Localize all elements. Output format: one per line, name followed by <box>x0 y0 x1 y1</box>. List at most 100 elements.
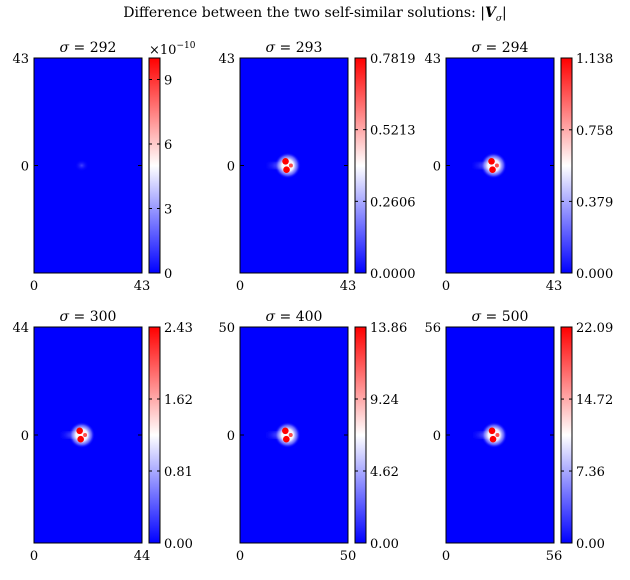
colorbar-tick-label: 0 <box>164 267 172 282</box>
colorbar-tick-label: 9 <box>164 74 172 89</box>
feature-lobe-right <box>495 433 500 437</box>
panel-title: σ = 300 <box>60 309 117 325</box>
feature-lobe-lower <box>283 166 290 173</box>
x-tick-label: 0 <box>236 549 244 564</box>
feature-lobe-upper <box>282 158 289 165</box>
feature-lobe-upper <box>488 158 495 165</box>
y-tick-label: 0 <box>21 429 29 444</box>
colorbar-tick-label: 0.00 <box>370 537 399 552</box>
colorbar-tick-label: 0.379 <box>576 195 613 210</box>
x-tick-label: 43 <box>340 279 357 294</box>
colorbar-tick-label: 7.36 <box>576 465 605 480</box>
panel-300: σ = 300 0 44 44 0 0.00 0.81 1.62 2.43 <box>12 309 193 564</box>
feature-halo <box>274 422 301 448</box>
x-tick-label: 43 <box>546 279 563 294</box>
feature-tail <box>263 162 284 169</box>
heatmap-feature <box>263 152 301 179</box>
x-tick-label: 0 <box>442 279 450 294</box>
x-tick-label: 43 <box>134 279 151 294</box>
y-tick-label: 0 <box>21 160 29 175</box>
y-tick-label: 0 <box>433 160 441 175</box>
feature-lobe-right <box>83 433 88 437</box>
feature-lobe-lower <box>489 435 497 443</box>
colorbar-tick-label: 0.0000 <box>370 267 416 282</box>
x-tick-label: 56 <box>546 549 563 564</box>
feature-tail <box>470 432 491 438</box>
y-tick-label: 50 <box>218 321 235 336</box>
panel-title: σ = 292 <box>60 40 117 56</box>
heatmap-feature <box>470 422 508 448</box>
panel-294: σ = 294 0 43 43 0 0.000 0.379 0.758 1.138 <box>424 40 613 294</box>
feature-lobe-upper <box>282 427 289 435</box>
panel-title: σ = 294 <box>472 40 529 56</box>
heatmap-feature <box>469 152 507 179</box>
feature-halo <box>480 152 507 179</box>
colorbar-tick-label: 9.24 <box>370 393 399 408</box>
panels-layer: σ = 292 0 43 43 0 0 3 6 9 ×10−10 σ = 293 0 43 43 0 0.00… <box>12 40 613 564</box>
colorbar-tick-label: 0.00 <box>164 537 193 552</box>
colorbar-tick-label: 6 <box>164 138 172 153</box>
feature-lobe-upper <box>76 427 83 435</box>
feature-tail <box>263 432 284 438</box>
panel-500: σ = 500 0 56 56 0 0.00 7.36 14.72 22.09 <box>424 309 613 564</box>
y-tick-label: 0 <box>227 160 235 175</box>
y-tick-label: 43 <box>12 52 29 67</box>
panel-293: σ = 293 0 43 43 0 0.0000 0.2606 0.5213 0.7819 <box>218 40 415 294</box>
colorbar-tick-label: 0.5213 <box>370 124 416 139</box>
colorbar-tick-label: 0.000 <box>576 267 613 282</box>
feature-tail <box>469 162 490 169</box>
colorbar <box>148 326 161 544</box>
feature-tail <box>57 432 78 438</box>
x-tick-label: 44 <box>134 549 151 564</box>
y-tick-label: 0 <box>433 429 441 444</box>
colorbar-tick-label: 22.09 <box>576 321 613 336</box>
colorbar-tick-label: 0.758 <box>576 124 613 139</box>
colorbar-tick-label: 0.00 <box>576 537 605 552</box>
y-tick-label: 43 <box>218 52 235 67</box>
figure-title: Difference between the two self-similar … <box>0 5 630 24</box>
feature-lobe-right <box>494 163 499 168</box>
colorbar-exponent: ×10−10 <box>149 41 196 58</box>
colorbar-tick-label: 0.7819 <box>370 52 416 67</box>
colorbar-tick-label: 13.86 <box>370 321 407 336</box>
colorbar-tick-label: 2.43 <box>164 321 193 336</box>
x-tick-label: 0 <box>30 549 38 564</box>
colorbar-tick-label: 1.138 <box>576 52 613 67</box>
panel-title: σ = 293 <box>266 40 323 56</box>
y-tick-label: 56 <box>424 321 441 336</box>
colorbar-tick-label: 4.62 <box>370 465 399 480</box>
colorbar-tick-label: 1.62 <box>164 393 193 408</box>
feature-halo <box>68 422 95 448</box>
colorbar <box>354 57 367 274</box>
feature-lobe-lower <box>489 166 496 173</box>
x-tick-label: 0 <box>442 549 450 564</box>
colorbar <box>560 326 573 544</box>
feature-halo <box>74 159 89 172</box>
heatmap-feature <box>263 422 301 448</box>
x-tick-label: 50 <box>340 549 357 564</box>
panel-292: σ = 292 0 43 43 0 0 3 6 9 ×10−10 <box>12 40 195 294</box>
y-tick-label: 44 <box>12 321 29 336</box>
colorbar-tick-label: 0.81 <box>164 465 193 480</box>
x-tick-label: 0 <box>30 279 38 294</box>
colorbar-tick-label: 14.72 <box>576 393 613 408</box>
x-tick-label: 0 <box>236 279 244 294</box>
colorbar <box>560 57 573 274</box>
feature-lobe-lower <box>77 435 84 443</box>
colorbar-tick-label: 0.2606 <box>370 195 416 210</box>
colorbar <box>354 326 367 544</box>
heatmap-feature <box>74 159 89 172</box>
feature-halo <box>274 152 301 179</box>
feature-lobe-right <box>288 163 293 168</box>
colorbar-tick-label: 3 <box>164 203 172 218</box>
figure-title-text: Difference between the two self-similar … <box>123 5 481 21</box>
colorbar <box>148 57 161 274</box>
panel-title: σ = 400 <box>266 309 323 325</box>
heatmap-feature <box>57 422 95 448</box>
y-tick-label: 0 <box>227 429 235 444</box>
feature-lobe-upper <box>488 427 496 435</box>
panel-400: σ = 400 0 50 50 0 0.00 4.62 9.24 13.86 <box>218 309 407 564</box>
feature-lobe-lower <box>283 435 290 443</box>
y-tick-label: 43 <box>424 52 441 67</box>
